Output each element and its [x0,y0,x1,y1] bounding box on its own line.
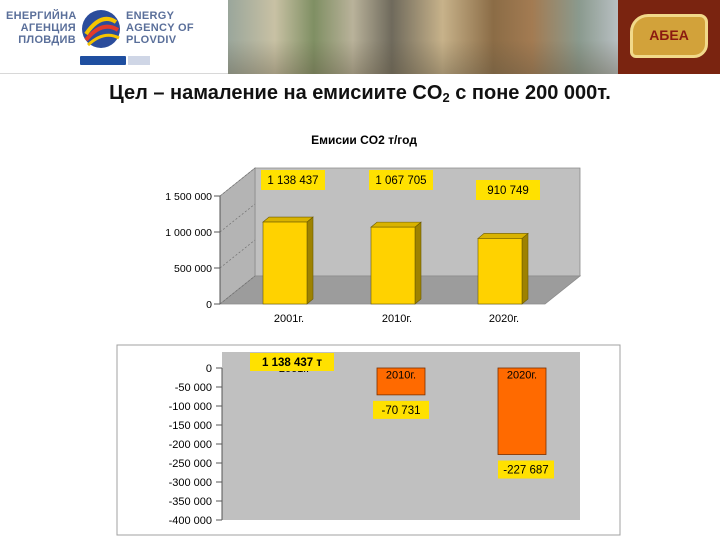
bulgaria-map-icon [630,14,708,58]
data-label-box [261,170,325,190]
data-label-box [373,400,429,419]
data-label-box [498,460,554,479]
logo-en-line: AGENCY OF [126,22,194,34]
x-tick-label: 2001г. [274,313,304,325]
x-tick-label: 2010г. [386,369,416,381]
grid-line [219,239,256,269]
agency-logo-text-en: ENERGY AGENCY OF PLOVDIV [126,10,216,46]
y-tick-label: -150 000 [169,420,212,432]
logo-en-line: PLOVDIV [126,34,177,46]
data-label: -227 687 [503,465,548,477]
data-label: 1 138 437 т [262,357,322,369]
grid-line [219,203,256,233]
y-tick-label: -250 000 [169,458,212,470]
energy-photo-collage [228,0,618,74]
partner-logo-label: АБЕА [649,27,689,43]
data-label: 910 749 [487,185,529,197]
chart-title: Емисии CO2 т/год [311,133,417,147]
y-tick-label: -50 000 [175,382,212,394]
x-tick-label: 2020г. [507,369,537,381]
bar [370,226,416,305]
agency-logo-icon [82,10,120,48]
y-tick-label: 0 [206,299,212,311]
title-text-end: с поне 200 000т. [449,82,611,104]
bar [376,367,426,396]
y-tick-label: -400 000 [169,515,212,527]
photo-shade [228,40,618,74]
eu-flag-strip [80,56,126,65]
data-label-box [369,170,433,190]
data-label: -70 731 [381,405,420,417]
logo-en-line: ENERGY [126,10,175,22]
data-label: 1 067 705 [375,175,426,187]
title-subscript: 2 [442,90,450,105]
bar [497,367,547,455]
slide-title: Цел – намаление на емисиите CO2 с поне 2… [0,82,720,105]
logo-bg-line: АГЕНЦИЯ [20,22,76,34]
y-tick-label: -300 000 [169,477,212,489]
logo-bg-line: ПЛОВДИВ [18,34,76,46]
bar [477,238,523,305]
data-label-box [250,353,334,371]
data-label: 1 138 437 [267,175,318,187]
y-tick-label: 1 000 000 [165,227,212,239]
y-tick-label: 0 [206,363,212,375]
y-tick-label: -200 000 [169,439,212,451]
agency-logo-text-bg: ЕНЕРГИЙНА АГЕНЦИЯ ПЛОВДИВ [6,10,76,46]
header-banner: ЕНЕРГИЙНА АГЕНЦИЯ ПЛОВДИВ ENERGY AGENCY … [0,0,720,74]
y-tick-label: -350 000 [169,496,212,508]
partner-strip [128,56,150,65]
title-text: Цел – намаление на емисиите CO [109,82,443,104]
y-tick-label: 1 500 000 [165,191,212,203]
grid-line [219,275,256,305]
data-label-box [476,180,540,200]
logo-bg-line: ЕНЕРГИЙНА [6,10,77,22]
y-tick-label: 500 000 [174,263,212,275]
x-tick-label: 2010г. [382,313,412,325]
y-tick-label: -100 000 [169,401,212,413]
grid-line [219,167,256,197]
x-tick-label: 2020г. [489,313,519,325]
bar [262,221,308,305]
